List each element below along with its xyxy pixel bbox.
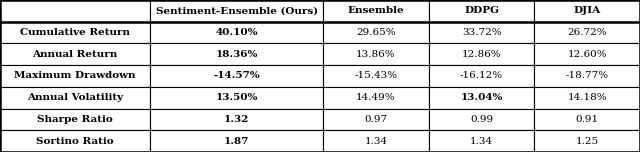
Text: 0.97: 0.97 xyxy=(364,115,388,124)
Text: Sentiment-Ensemble (Ours): Sentiment-Ensemble (Ours) xyxy=(156,6,318,15)
Bar xyxy=(323,109,429,130)
Text: 13.50%: 13.50% xyxy=(216,93,258,102)
Bar xyxy=(429,87,534,109)
Bar xyxy=(323,43,429,65)
Text: 40.10%: 40.10% xyxy=(216,28,258,37)
Text: Sortino Ratio: Sortino Ratio xyxy=(36,137,114,146)
Text: Sharpe Ratio: Sharpe Ratio xyxy=(37,115,113,124)
Bar xyxy=(429,130,534,152)
Text: 0.91: 0.91 xyxy=(575,115,599,124)
Bar xyxy=(0,65,150,87)
Text: 1.34: 1.34 xyxy=(364,137,388,146)
Text: 1.34: 1.34 xyxy=(470,137,493,146)
Text: Annual Volatility: Annual Volatility xyxy=(27,93,124,102)
Text: 14.18%: 14.18% xyxy=(568,93,607,102)
Bar xyxy=(0,130,150,152)
Bar xyxy=(150,87,323,109)
Text: 12.86%: 12.86% xyxy=(462,50,501,59)
Bar xyxy=(534,0,640,22)
Bar xyxy=(0,87,150,109)
Text: 13.86%: 13.86% xyxy=(356,50,396,59)
Bar xyxy=(534,87,640,109)
Bar xyxy=(534,22,640,43)
Text: -16.12%: -16.12% xyxy=(460,71,503,81)
Bar xyxy=(534,109,640,130)
Bar xyxy=(429,0,534,22)
Bar xyxy=(150,130,323,152)
Text: 12.60%: 12.60% xyxy=(568,50,607,59)
Bar xyxy=(323,65,429,87)
Text: 33.72%: 33.72% xyxy=(462,28,501,37)
Bar xyxy=(323,87,429,109)
Text: 1.87: 1.87 xyxy=(224,137,250,146)
Text: 14.49%: 14.49% xyxy=(356,93,396,102)
Text: Cumulative Return: Cumulative Return xyxy=(20,28,130,37)
Text: -15.43%: -15.43% xyxy=(355,71,397,81)
Bar xyxy=(150,109,323,130)
Text: 0.99: 0.99 xyxy=(470,115,493,124)
Bar xyxy=(429,43,534,65)
Bar xyxy=(323,130,429,152)
Text: -14.57%: -14.57% xyxy=(214,71,260,81)
Text: 1.25: 1.25 xyxy=(575,137,599,146)
Bar xyxy=(150,22,323,43)
Bar xyxy=(429,22,534,43)
Bar xyxy=(323,0,429,22)
Text: -18.77%: -18.77% xyxy=(566,71,609,81)
Text: 29.65%: 29.65% xyxy=(356,28,396,37)
Bar xyxy=(150,65,323,87)
Text: Ensemble: Ensemble xyxy=(348,6,404,15)
Bar xyxy=(0,43,150,65)
Bar xyxy=(150,43,323,65)
Bar xyxy=(323,22,429,43)
Text: 26.72%: 26.72% xyxy=(568,28,607,37)
Bar xyxy=(429,109,534,130)
Bar xyxy=(150,0,323,22)
Text: DJIA: DJIA xyxy=(573,6,601,15)
Bar xyxy=(534,43,640,65)
Bar xyxy=(429,65,534,87)
Bar xyxy=(0,109,150,130)
Bar xyxy=(534,130,640,152)
Text: 13.04%: 13.04% xyxy=(460,93,503,102)
Text: Maximum Drawdown: Maximum Drawdown xyxy=(15,71,136,81)
Text: Annual Return: Annual Return xyxy=(33,50,118,59)
Text: DDPG: DDPG xyxy=(464,6,499,15)
Bar xyxy=(0,0,150,22)
Bar xyxy=(534,65,640,87)
Text: 1.32: 1.32 xyxy=(224,115,250,124)
Bar xyxy=(0,22,150,43)
Text: 18.36%: 18.36% xyxy=(216,50,258,59)
